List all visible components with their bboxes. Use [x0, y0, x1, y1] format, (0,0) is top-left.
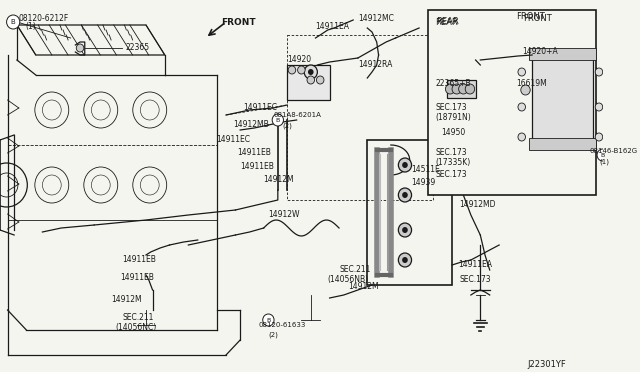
Text: 22365+B: 22365+B — [435, 79, 470, 88]
Text: 14939: 14939 — [412, 178, 436, 187]
Text: 14911EC: 14911EC — [243, 103, 277, 112]
Circle shape — [398, 253, 412, 267]
Text: 14911EA: 14911EA — [459, 260, 493, 269]
Text: 14912RA: 14912RA — [358, 60, 392, 69]
Text: (14056NB): (14056NB) — [328, 275, 369, 284]
Bar — [529, 138, 596, 150]
Text: B: B — [11, 19, 15, 25]
Circle shape — [76, 44, 84, 52]
Text: 14511E: 14511E — [412, 165, 440, 174]
Text: 14911EB: 14911EB — [120, 273, 154, 282]
Text: 16619M: 16619M — [516, 79, 547, 88]
Text: (17335K): (17335K) — [435, 158, 470, 167]
Text: (14056NC): (14056NC) — [115, 323, 156, 332]
Circle shape — [6, 15, 20, 29]
Text: (2): (2) — [268, 332, 278, 339]
Circle shape — [597, 149, 609, 161]
Text: B: B — [276, 118, 280, 122]
Circle shape — [452, 84, 461, 94]
Text: (2): (2) — [282, 122, 292, 128]
Circle shape — [518, 68, 525, 76]
Bar — [429, 10, 596, 195]
Text: 14912M: 14912M — [348, 282, 379, 291]
Text: FRONT: FRONT — [516, 12, 545, 21]
Text: REAR: REAR — [436, 17, 459, 26]
Circle shape — [595, 103, 603, 111]
Text: 14912W: 14912W — [268, 210, 300, 219]
Circle shape — [398, 158, 412, 172]
Text: 14920: 14920 — [287, 55, 312, 64]
Text: 08120-61633: 08120-61633 — [259, 322, 307, 328]
Circle shape — [308, 69, 314, 75]
Bar — [529, 48, 596, 60]
Text: 14912MD: 14912MD — [460, 200, 496, 209]
Circle shape — [288, 66, 296, 74]
Circle shape — [272, 114, 284, 126]
Text: REAR: REAR — [435, 18, 458, 27]
Circle shape — [263, 314, 274, 326]
Text: 14912M: 14912M — [264, 175, 294, 184]
Text: 14911EB: 14911EB — [237, 148, 271, 157]
Text: SEC.173: SEC.173 — [435, 148, 467, 157]
Text: 14912M: 14912M — [111, 295, 141, 304]
Bar — [532, 50, 593, 145]
Text: 22365: 22365 — [125, 43, 149, 52]
Text: (1): (1) — [26, 22, 36, 31]
Text: 14920+A: 14920+A — [523, 47, 559, 56]
Text: 08146-B162G: 08146-B162G — [589, 148, 637, 154]
Text: 14911EA: 14911EA — [316, 22, 349, 31]
Circle shape — [459, 84, 468, 94]
Text: 14950: 14950 — [441, 128, 465, 137]
Circle shape — [402, 162, 408, 168]
Circle shape — [316, 76, 324, 84]
Text: 14911EB: 14911EB — [240, 162, 274, 171]
Bar — [287, 65, 330, 100]
Circle shape — [304, 65, 317, 79]
Circle shape — [398, 188, 412, 202]
Text: B: B — [266, 317, 271, 323]
Circle shape — [595, 68, 603, 76]
Circle shape — [595, 133, 603, 141]
Circle shape — [465, 84, 475, 94]
Circle shape — [518, 133, 525, 141]
Text: SEC.211: SEC.211 — [122, 313, 154, 322]
Text: SEC.173: SEC.173 — [460, 275, 492, 284]
Text: 081A8-6201A: 081A8-6201A — [273, 112, 321, 118]
Bar — [447, 80, 476, 98]
Circle shape — [518, 103, 525, 111]
Text: SEC.173: SEC.173 — [435, 170, 467, 179]
Bar — [367, 140, 452, 285]
Circle shape — [521, 85, 530, 95]
Text: 08120-6212F: 08120-6212F — [19, 14, 69, 23]
Text: SEC.173: SEC.173 — [435, 103, 467, 112]
Circle shape — [402, 257, 408, 263]
Circle shape — [298, 66, 305, 74]
Text: 14911EB: 14911EB — [122, 255, 156, 264]
Circle shape — [307, 76, 314, 84]
Circle shape — [402, 192, 408, 198]
Text: (1): (1) — [599, 158, 609, 164]
Text: 14912MC: 14912MC — [358, 14, 394, 23]
Circle shape — [445, 84, 455, 94]
Text: 14911EC: 14911EC — [216, 135, 251, 144]
Text: SEC.211: SEC.211 — [339, 265, 371, 274]
Text: B: B — [600, 153, 605, 157]
Circle shape — [402, 227, 408, 233]
Text: J22301YF: J22301YF — [527, 360, 566, 369]
Text: 14912MB: 14912MB — [234, 120, 269, 129]
Text: FRONT: FRONT — [523, 14, 552, 23]
Text: FRONT: FRONT — [221, 18, 256, 27]
Circle shape — [398, 223, 412, 237]
Text: (18791N): (18791N) — [435, 113, 471, 122]
